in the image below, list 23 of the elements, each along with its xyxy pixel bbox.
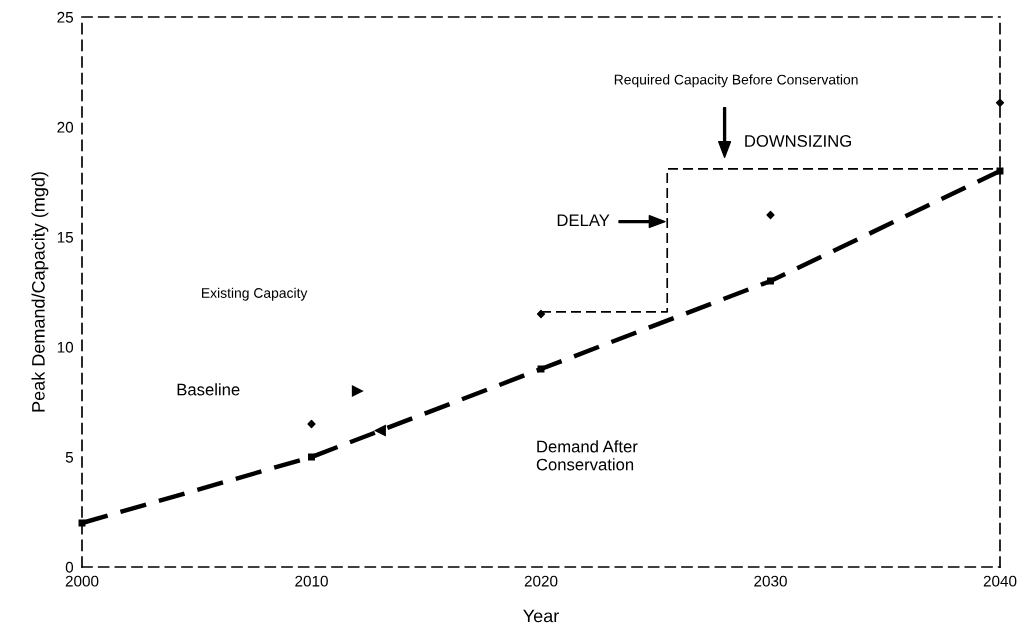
x-tick-label: 2010 <box>295 575 328 587</box>
annotation: DELAY <box>557 214 610 226</box>
x-tick-label: 2030 <box>754 575 787 587</box>
y-tick-label: 25 <box>57 11 74 23</box>
point <box>995 98 1005 107</box>
y-tick-label: 15 <box>57 232 74 243</box>
y-tick-label: 10 <box>57 341 74 353</box>
y-tick-label: 20 <box>57 121 74 133</box>
x-axis-title: Year <box>523 609 559 623</box>
x-tick-label: 2020 <box>524 575 558 587</box>
annotation: DOWNSIZING <box>745 135 851 147</box>
annotation: Baseline <box>177 383 240 396</box>
y-tick-label: 5 <box>65 452 74 463</box>
point <box>536 309 546 319</box>
y-tick-label: 0 <box>65 561 74 573</box>
point <box>308 453 315 461</box>
y-axis-title: Peak Demand/Capacity (mgd) <box>31 172 49 412</box>
annotation: Existing Capacity <box>202 287 308 301</box>
point <box>767 277 774 285</box>
annotation: Demand After Conservation <box>536 440 638 471</box>
x-tick-label: 2040 <box>983 575 1017 587</box>
annotation: Required Capacity Before Conservation <box>614 74 858 88</box>
x-tick-label: 2000 <box>65 575 99 587</box>
